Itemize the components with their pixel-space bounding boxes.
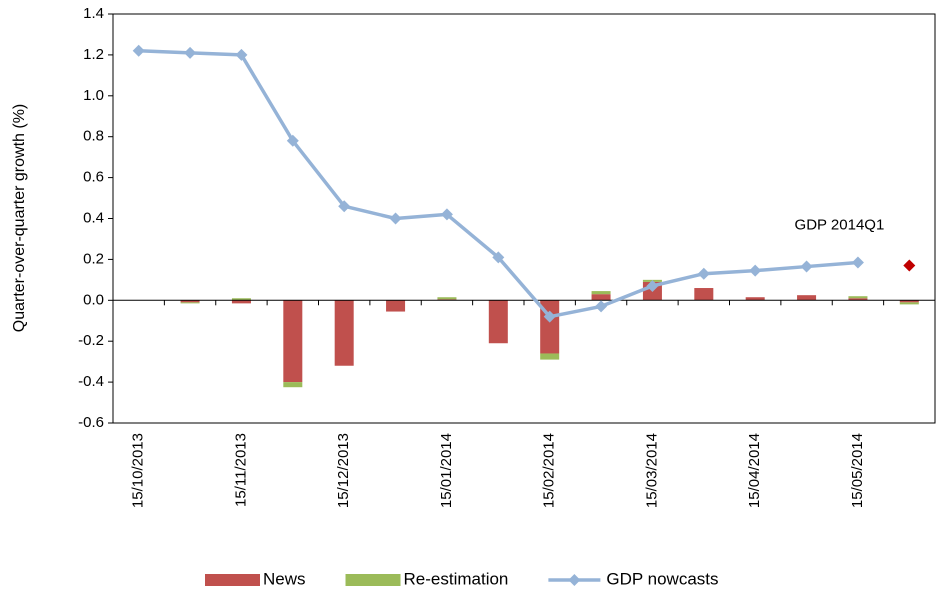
bar <box>231 300 251 304</box>
y-tick-label: -0.4 <box>78 373 104 390</box>
annotation-marker <box>903 259 916 272</box>
bar <box>437 299 457 301</box>
line-marker <box>595 300 608 313</box>
y-tick-label: 1.4 <box>83 5 104 22</box>
line-marker <box>389 212 402 225</box>
line-marker <box>338 200 351 213</box>
y-tick-label: 0.8 <box>83 128 104 145</box>
legend-swatch <box>345 574 401 586</box>
bar <box>180 300 200 303</box>
bar <box>283 382 303 388</box>
line-marker <box>646 279 659 292</box>
line-marker <box>440 208 453 221</box>
bar <box>797 295 817 301</box>
line-marker <box>235 48 248 61</box>
bar <box>180 302 200 304</box>
bar <box>899 300 919 303</box>
legend-label: GDP nowcasts <box>606 569 718 588</box>
bar <box>899 302 919 305</box>
line-marker <box>132 44 145 57</box>
y-tick-label: 0.0 <box>83 291 104 308</box>
bar <box>437 297 457 300</box>
legend-label: News <box>263 569 306 588</box>
bar <box>591 291 611 295</box>
bar <box>848 296 868 299</box>
bar <box>694 288 714 301</box>
y-tick-label: -0.2 <box>78 332 104 349</box>
bar <box>283 300 303 383</box>
x-tick-label: 15/05/2014 <box>849 433 866 508</box>
bar <box>540 353 560 360</box>
y-tick-label: 1.0 <box>83 87 104 104</box>
y-tick-label: -0.6 <box>78 414 104 431</box>
x-tick-label: 15/03/2014 <box>643 433 660 508</box>
x-tick-label: 15/12/2013 <box>335 433 352 508</box>
legend-swatch <box>205 574 260 586</box>
line-marker <box>697 267 710 280</box>
line-marker <box>543 310 556 323</box>
line <box>138 49 859 319</box>
bar <box>334 300 354 366</box>
line-marker <box>286 134 299 147</box>
bar <box>231 298 251 301</box>
y-tick-label: 1.2 <box>83 46 104 63</box>
bar <box>591 294 611 301</box>
bar <box>745 297 765 301</box>
line-marker <box>749 264 762 277</box>
line-marker <box>184 46 197 59</box>
y-axis-label: Quarter-over-quarter growth (%) <box>11 104 28 333</box>
x-tick-label: 15/10/2013 <box>130 433 147 508</box>
x-tick-label: 15/01/2014 <box>438 433 455 508</box>
legend-marker <box>568 574 581 586</box>
line-marker <box>492 251 505 264</box>
annotation-text: GDP 2014Q1 <box>795 217 885 234</box>
y-tick-label: 0.6 <box>83 169 104 186</box>
bar <box>848 298 868 301</box>
bar <box>386 300 406 312</box>
y-tick-label: 0.2 <box>83 250 104 267</box>
line-marker <box>800 260 813 273</box>
x-tick-label: 15/11/2013 <box>232 433 249 507</box>
bar <box>488 300 508 344</box>
y-tick-label: 0.4 <box>83 209 104 226</box>
x-tick-label: 15/04/2014 <box>746 433 763 508</box>
legend-label: Re-estimation <box>404 569 509 588</box>
line-marker <box>851 256 864 269</box>
x-tick-label: 15/02/2014 <box>541 433 558 508</box>
